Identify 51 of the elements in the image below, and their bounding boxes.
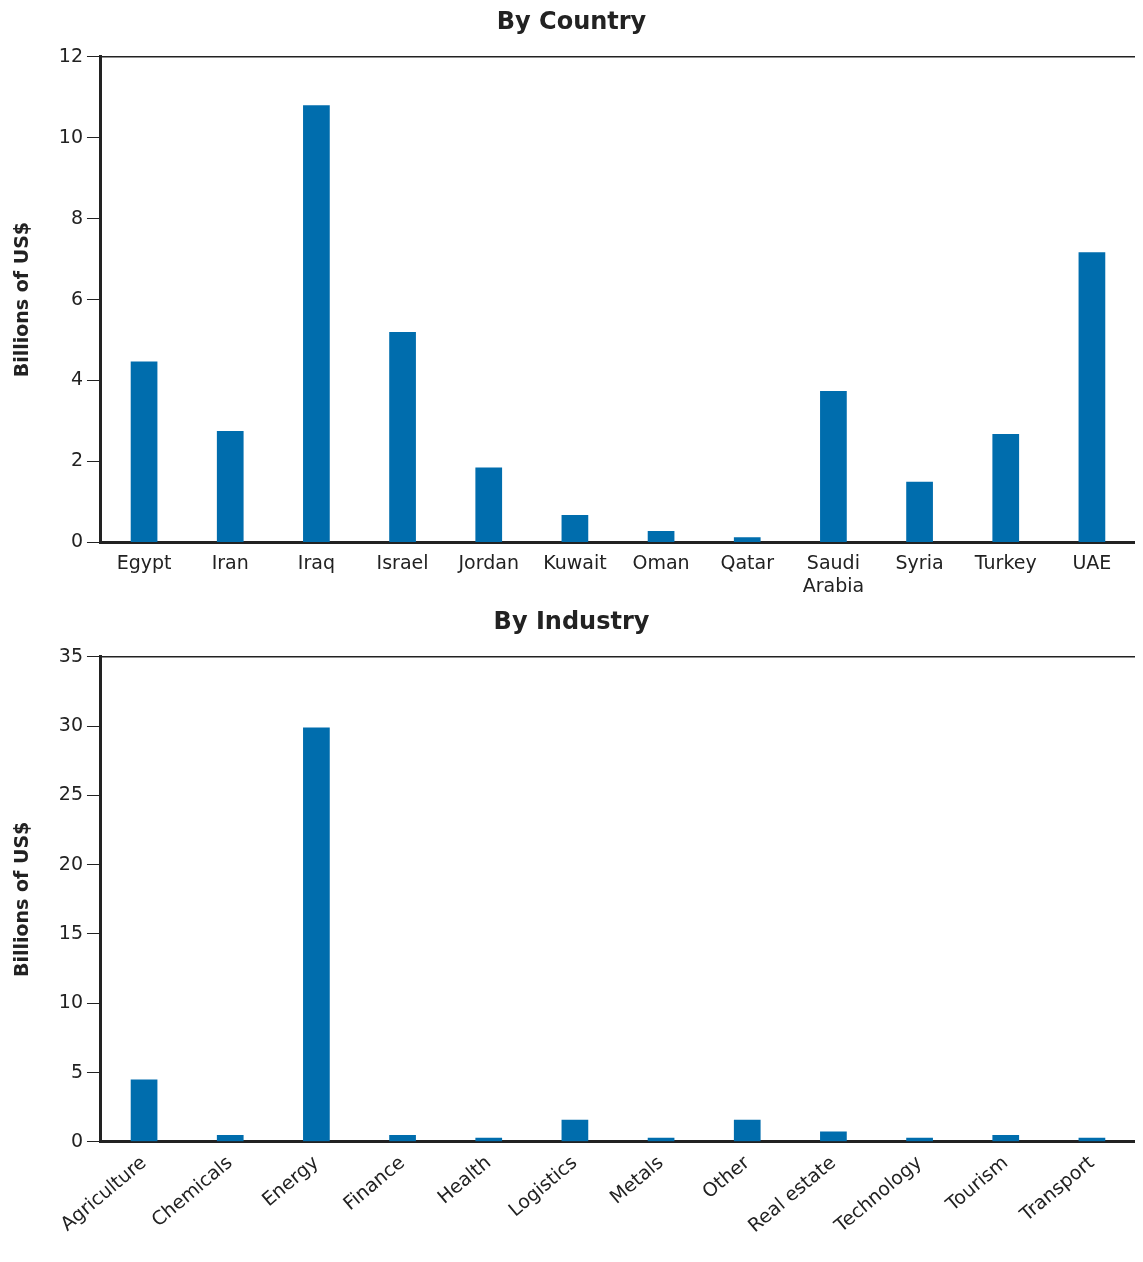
bar — [475, 467, 503, 542]
x-tick-label: UAE — [1072, 550, 1112, 573]
y-tick-label: 2 — [70, 448, 83, 471]
y-axis-title: Billions of US$ — [10, 221, 33, 378]
bar — [303, 727, 330, 1142]
chart-title: By Industry — [493, 606, 650, 635]
bar — [130, 361, 158, 542]
y-tick-label: 12 — [58, 43, 83, 66]
bar — [820, 1131, 847, 1142]
bar — [820, 391, 847, 542]
bar — [992, 1134, 1020, 1142]
bar — [733, 1119, 761, 1142]
y-tick-label: 35 — [58, 643, 83, 666]
x-tick-label: Qatar — [720, 550, 775, 573]
x-tick-label: Saudi Arabia — [802, 550, 865, 596]
x-tick-label: Kuwait — [543, 550, 607, 573]
bar — [561, 1119, 589, 1142]
x-tick-label: Jordan — [457, 550, 519, 573]
y-axis-title: Billions of US$ — [10, 821, 33, 977]
x-tick-label: Israel — [376, 550, 429, 573]
bar — [647, 531, 675, 542]
y-tick-label: 0 — [70, 1128, 83, 1151]
y-tick-label: 8 — [70, 205, 83, 228]
bar — [561, 514, 589, 542]
y-tick-label: 0 — [70, 529, 83, 552]
y-tick-label: 4 — [70, 367, 83, 390]
bar — [389, 1134, 416, 1142]
x-tick-label: Syria — [895, 550, 944, 573]
x-tick-label: Egypt — [116, 550, 172, 573]
bar — [389, 331, 416, 542]
y-tick-label: 5 — [70, 1059, 83, 1082]
bar — [906, 481, 933, 542]
y-tick-label: 30 — [58, 713, 83, 736]
bar — [733, 537, 761, 542]
bar — [216, 1134, 244, 1142]
y-tick-label: 10 — [58, 990, 83, 1013]
y-tick-label: 20 — [58, 851, 83, 874]
bar — [130, 1079, 158, 1142]
x-tick-label: Iran — [211, 550, 249, 573]
x-tick-label: Oman — [632, 550, 690, 573]
bar — [303, 105, 330, 542]
x-tick-label: Turkey — [973, 550, 1037, 573]
y-tick-label: 15 — [58, 920, 83, 943]
bar — [1078, 252, 1106, 542]
bar — [992, 433, 1020, 542]
bar — [216, 431, 244, 542]
x-tick-label: Iraq — [297, 550, 335, 573]
y-tick-label: 10 — [58, 124, 83, 147]
chart-title: By Country — [496, 6, 647, 35]
y-tick-label: 25 — [58, 782, 83, 805]
y-tick-label: 6 — [70, 286, 83, 309]
